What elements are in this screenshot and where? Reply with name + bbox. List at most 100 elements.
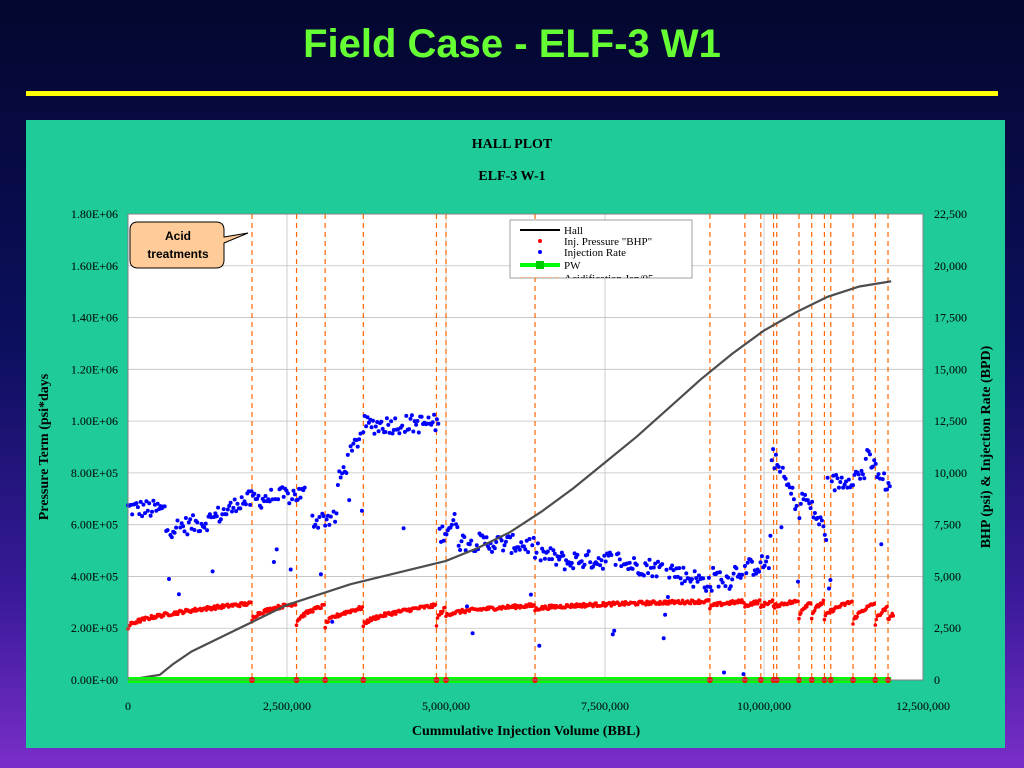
injection-rate-point — [851, 483, 855, 488]
injection-rate-point — [263, 494, 268, 498]
injection-rate-point — [610, 632, 615, 637]
bhp-point — [715, 603, 719, 608]
bhp-point — [820, 601, 825, 605]
injection-rate-point — [248, 502, 253, 507]
injection-rate-point — [769, 458, 774, 463]
injection-rate-point — [243, 502, 248, 507]
bhp-point — [161, 614, 166, 618]
injection-rate-point — [350, 448, 354, 453]
injection-rate-point — [858, 476, 863, 481]
y2-tick-label: 10,000 — [934, 466, 967, 480]
injection-rate-point — [218, 517, 223, 522]
y-tick-label: 1.20E+06 — [71, 362, 118, 376]
injection-rate-point — [494, 540, 499, 544]
injection-rate-point — [737, 572, 742, 577]
injection-rate-point — [794, 503, 799, 508]
injection-rate-point — [134, 501, 139, 506]
bhp-point — [435, 616, 440, 620]
injection-rate-point — [281, 494, 286, 499]
x-tick-label: 7,500,000 — [581, 699, 629, 713]
injection-rate-point — [758, 560, 763, 565]
injection-rate-point — [416, 430, 421, 435]
injection-rate-point — [373, 424, 378, 429]
injection-rate-point — [407, 427, 412, 432]
y-tick-label: 1.60E+06 — [71, 259, 118, 273]
injection-rate-point — [810, 499, 815, 504]
injection-rate-point — [533, 555, 537, 560]
bhp-point — [394, 612, 398, 616]
injection-rate-point — [783, 476, 788, 481]
bhp-point — [644, 603, 648, 607]
injection-rate-point — [872, 458, 877, 463]
bhp-point — [707, 597, 711, 602]
injection-rate-point — [379, 419, 384, 424]
callout-line-1: Acid — [165, 229, 191, 243]
bhp-point — [361, 624, 366, 628]
injection-rate-point — [269, 487, 274, 492]
injection-rate-point — [433, 428, 438, 433]
injection-rate-point — [773, 452, 778, 457]
injection-rate-point — [401, 526, 406, 531]
injection-rate-point — [548, 546, 553, 551]
x-axis-ticks: 0 2,500,000 5,000,000 7,500,000 10,000,000 12… — [125, 699, 950, 713]
injection-rate-point — [499, 538, 504, 543]
bhp-point — [762, 604, 766, 608]
injection-rate-point — [859, 468, 864, 473]
injection-rate-point — [694, 576, 699, 581]
injection-rate-point — [210, 569, 215, 574]
injection-rate-point — [521, 544, 526, 549]
injection-rate-point — [647, 557, 652, 562]
injection-rate-point — [361, 430, 366, 435]
injection-rate-point — [731, 571, 736, 576]
injection-rate-point — [797, 516, 802, 521]
injection-rate-point — [552, 551, 557, 556]
injection-rate-point — [169, 535, 174, 540]
injection-rate-point — [162, 504, 167, 509]
injection-rate-point — [846, 477, 851, 482]
injection-rate-point — [526, 550, 531, 555]
injection-rate-point — [627, 560, 632, 565]
injection-rate-point — [221, 507, 226, 512]
injection-rate-point — [465, 604, 469, 609]
injection-rate-point — [634, 562, 639, 567]
injection-rate-point — [591, 564, 595, 569]
injection-rate-point — [812, 511, 817, 515]
injection-rate-point — [778, 469, 782, 474]
bhp-point — [796, 599, 800, 603]
bhp-point — [850, 599, 854, 604]
injection-rate-point — [224, 512, 229, 517]
injection-rate-point — [355, 444, 360, 449]
injection-rate-point — [701, 576, 706, 581]
injection-rate-point — [331, 509, 336, 514]
injection-rate-point — [766, 566, 771, 571]
injection-rate-point — [481, 535, 486, 540]
legend-rate-marker — [538, 250, 542, 254]
acid-callout: Acid treatments — [129, 221, 249, 269]
hall-plot-chart: HALL PLOT ELF-3 W-1 0 2,500,000 5,000,000 7… — [37, 137, 994, 739]
injection-rate-point — [726, 575, 731, 580]
injection-rate-point — [357, 437, 362, 442]
injection-rate-point — [155, 501, 160, 506]
injection-rate-point — [513, 548, 518, 553]
bhp-point — [891, 614, 896, 618]
injection-rate-point — [708, 585, 713, 589]
x-tick-label: 2,500,000 — [263, 699, 311, 713]
injection-rate-point — [175, 518, 180, 523]
injection-rate-point — [562, 567, 567, 572]
injection-rate-point — [259, 505, 264, 510]
injection-rate-point — [267, 499, 272, 504]
injection-rate-point — [426, 415, 431, 420]
injection-rate-point — [216, 505, 221, 510]
injection-rate-point — [185, 532, 190, 537]
injection-rate-point — [819, 518, 824, 523]
injection-rate-point — [371, 418, 375, 423]
injection-rate-point — [808, 506, 813, 511]
injection-rate-point — [677, 566, 682, 571]
injection-rate-point — [372, 431, 377, 436]
injection-rate-point — [534, 550, 539, 555]
injection-rate-point — [852, 472, 857, 477]
injection-rate-point — [462, 535, 467, 539]
injection-rate-point — [369, 425, 374, 430]
callout-bubble — [129, 221, 249, 269]
injection-rate-point — [741, 672, 746, 677]
